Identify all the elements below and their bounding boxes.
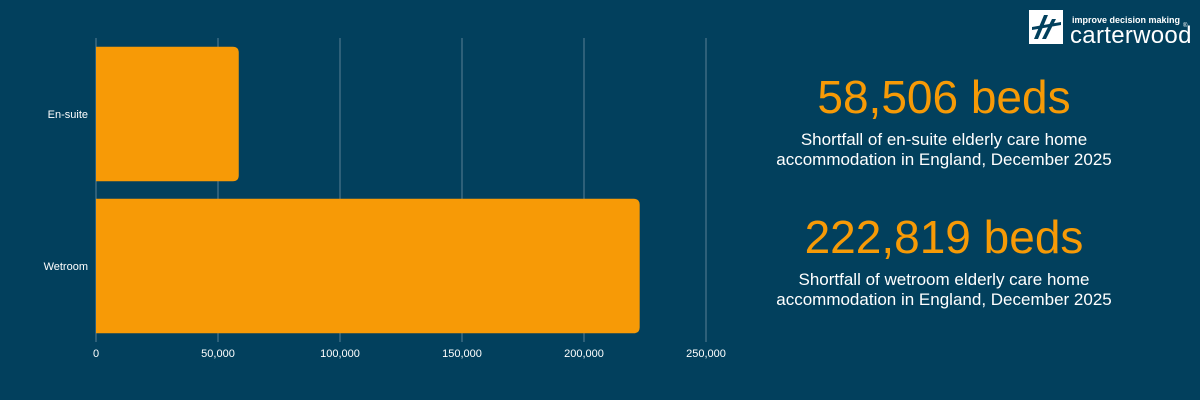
stat-description-wetroom: Shortfall of wetroom elderly care home a…: [744, 270, 1144, 310]
bar-wetroom: [96, 198, 640, 334]
carterwood-emblem-icon: [1029, 10, 1063, 44]
x-tick-label: 0: [93, 348, 99, 360]
stat-description-en-suite: Shortfall of en-suite elderly care home …: [744, 130, 1144, 170]
x-tick-label: 50,000: [201, 348, 235, 360]
bar-en-suite: [96, 46, 239, 182]
axis-labels: 0 50,000 100,000 150,000 200,000 250,000 En-su…: [44, 109, 726, 360]
bar-chart: 0 50,000 100,000 150,000 200,000 250,000 En-su…: [44, 38, 726, 360]
stat-wetroom: 222,819 beds Shortfall of wetroom elderl…: [744, 212, 1144, 310]
stat-en-suite: 58,506 beds Shortfall of en-suite elderl…: [744, 72, 1144, 170]
stat-value-en-suite: 58,506 beds: [817, 71, 1071, 123]
y-category-label: Wetroom: [44, 261, 88, 273]
logo-registered-mark: ®: [1183, 23, 1188, 29]
stat-value-wetroom: 222,819 beds: [804, 211, 1084, 263]
logo-tagline: improve decision making: [1072, 15, 1181, 25]
x-tick-label: 250,000: [686, 348, 726, 360]
carterwood-logo: improve decision making carterwood ®: [1028, 9, 1192, 49]
x-tick-label: 200,000: [564, 348, 604, 360]
y-category-label: En-suite: [48, 109, 88, 121]
stat-desc-line: accommodation in England, December 2025: [776, 290, 1112, 309]
stat-desc-line: accommodation in England, December 2025: [776, 150, 1112, 169]
logo-brand: carterwood: [1070, 22, 1192, 49]
stat-desc-line: Shortfall of en-suite elderly care home: [800, 130, 1088, 149]
x-tick-label: 100,000: [320, 348, 360, 360]
x-tick-label: 150,000: [442, 348, 482, 360]
bars: [96, 46, 640, 334]
stat-desc-line: Shortfall of wetroom elderly care home: [798, 270, 1090, 289]
